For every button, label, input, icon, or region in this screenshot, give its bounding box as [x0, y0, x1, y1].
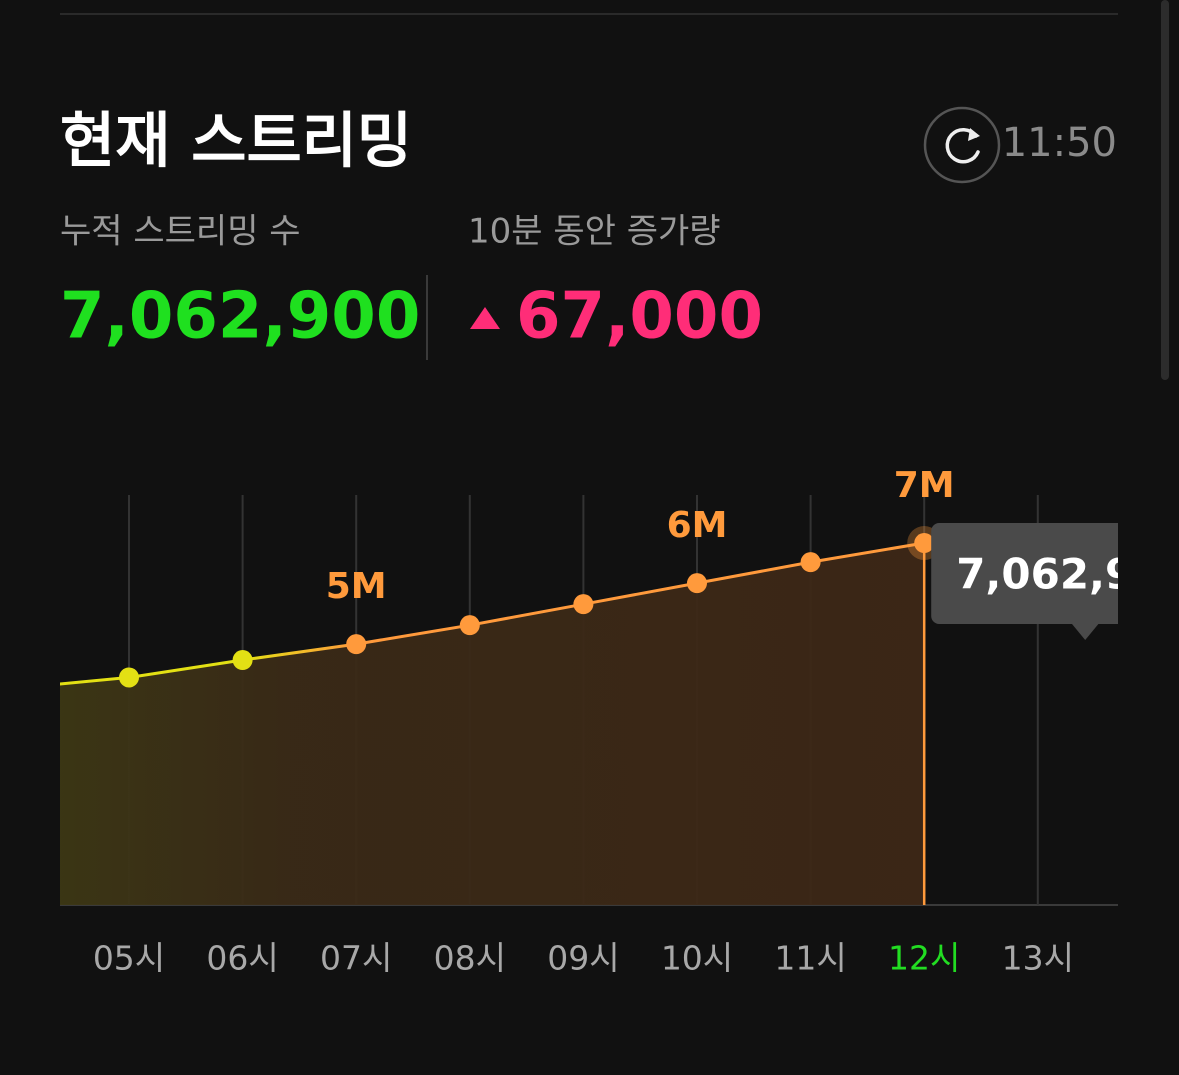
annotation: 6M: [667, 505, 728, 546]
point: [232, 650, 253, 671]
refresh-button[interactable]: [923, 106, 1001, 184]
annotation: 7M: [894, 465, 955, 506]
stat-value: 7,062,900: [60, 280, 420, 354]
point: [346, 634, 367, 655]
point: [119, 667, 139, 688]
x-tick-label: 13시: [1002, 939, 1074, 978]
point: [5, 678, 25, 698]
stat-value: 67,000: [516, 280, 763, 354]
x-tick-label: 08시: [434, 939, 506, 978]
x-tick-label: 12시: [888, 939, 960, 978]
annotation: 5M: [326, 566, 387, 607]
time: 11:50: [1002, 120, 1117, 166]
x-tick-label: 07시: [320, 939, 392, 978]
tooltip-pointer: [1071, 623, 1100, 641]
scrollbar: [1161, 0, 1169, 380]
tooltip-box: [931, 523, 1118, 625]
tooltip: 7,062,900: [931, 523, 1179, 641]
point: [800, 552, 821, 573]
x-tick-label: 09시: [547, 939, 619, 978]
plot: [5, 495, 1039, 905]
x-tick-label: 10시: [661, 939, 733, 978]
x-tick-label: 05시: [93, 939, 165, 978]
point: [687, 573, 707, 594]
x-tick-label: 06시: [206, 939, 278, 978]
point: [573, 594, 594, 615]
title: 현재 스트리밍: [60, 107, 412, 177]
tooltip-label: 7,062,900: [956, 550, 1179, 599]
up-arrow: [470, 307, 500, 329]
stat-label: 10분 동안 증가량: [468, 212, 721, 252]
area: [60, 543, 925, 905]
x-tick-label: 11시: [774, 939, 846, 978]
point: [459, 615, 480, 636]
stat-label: 누적 스트리밍 수: [60, 212, 301, 252]
point: [914, 533, 935, 554]
